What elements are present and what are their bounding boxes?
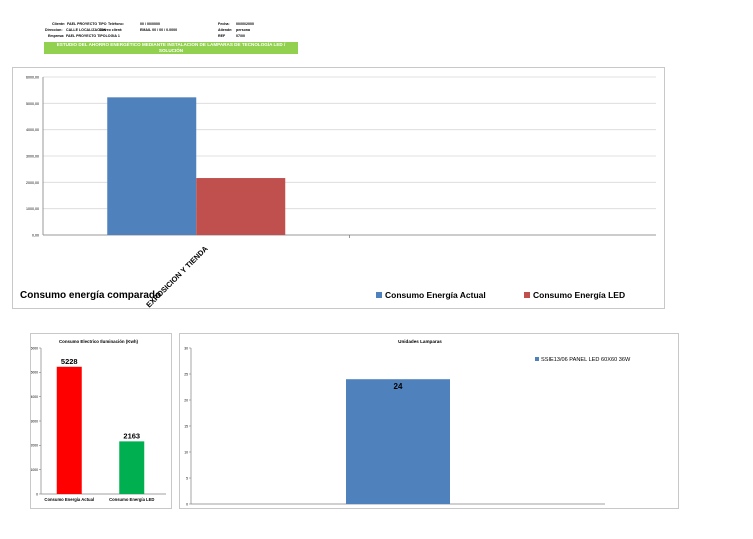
header-value: 07/00 — [236, 34, 245, 38]
y-tick-label: 2000,00 — [26, 181, 39, 185]
y-tick-label: 2000 — [31, 444, 38, 448]
header-label: Empresa: — [48, 34, 65, 38]
y-tick-label: 10 — [184, 450, 188, 454]
study-banner: ESTUDIO DEL AHORRO ENERGÉTICO MEDIANTE I… — [44, 42, 298, 54]
header-label: Teléfono: — [108, 22, 124, 26]
chart-consumo-comparado-plot: 0,00 1000,00 2000,00 3000,00 4000,00 5000,00 6… — [20, 76, 656, 309]
y-tick-label: 4000 — [31, 395, 38, 399]
bar-actual — [107, 97, 197, 235]
y-tick-label: 0 — [186, 502, 188, 506]
x-category-label: Consumo Energía Actual — [44, 497, 94, 502]
bar-actual — [56, 366, 82, 494]
x-category-label: Consumo Energía LED — [109, 497, 154, 502]
header-label: Direccion: — [45, 28, 63, 32]
header-label: REF — [218, 34, 226, 38]
header-value: FAEL PROYECTO TIPO — [67, 22, 107, 26]
legend-label: SSIE13/06 PANEL LED 60X60 36W — [541, 357, 631, 363]
header-value: CALLE LOCALIZACION — [66, 28, 107, 32]
header-label: Fecha: — [218, 22, 230, 26]
data-label: 24 — [394, 382, 403, 391]
chart-unidades-lamparas[interactable]: Unidades Lamparas 0 5 10 15 20 25 30 24 SSIE13/06… — [179, 333, 679, 509]
header-value: FAEL PROYECTO TIPOLOGIA 1 — [66, 34, 120, 38]
header-label: Atiende: — [218, 28, 233, 32]
data-label: 2163 — [123, 431, 140, 440]
chart-consumo-comparado[interactable]: 0,00 1000,00 2000,00 3000,00 4000,00 5000,00 6… — [12, 67, 665, 309]
y-tick-label: 5000,00 — [26, 102, 39, 106]
y-tick-label: 3000 — [31, 419, 38, 423]
y-tick-label: 1000 — [31, 468, 38, 472]
chart-consumo-electrico-plot: Consumo Electrico Iluminación (Kwh) 0 1000… — [30, 339, 166, 502]
chart-title: Consumo energía comparado — [20, 290, 161, 301]
y-tick-label: 15 — [184, 424, 188, 428]
y-tick-label: 4000,00 — [26, 128, 39, 132]
legend-swatch — [376, 292, 382, 298]
chart-title: Unidades Lamparas — [398, 339, 442, 344]
y-tick-label: 6000,00 — [26, 76, 39, 80]
legend-swatch — [524, 292, 530, 298]
y-tick-label: 30 — [184, 346, 188, 350]
y-tick-label: 0 — [36, 492, 38, 496]
y-tick-label: 25 — [184, 372, 188, 376]
header-value: 00 / 00/0000 — [140, 22, 160, 26]
legend-label: Consumo Energía LED — [533, 290, 625, 300]
chart-consumo-electrico[interactable]: Consumo Electrico Iluminación (Kwh) 0 1000… — [30, 333, 172, 509]
chart-title: Consumo Electrico Iluminación (Kwh) — [59, 339, 139, 344]
legend-label: Consumo Energía Actual — [385, 290, 486, 300]
header-value: 00/00/2000 — [236, 22, 254, 26]
header-label: Cliente: — [52, 22, 66, 26]
y-tick-label: 1000,00 — [26, 207, 39, 211]
y-tick-label: 5 — [186, 476, 188, 480]
y-tick-label: 0,00 — [32, 234, 39, 238]
header-value: persona — [236, 28, 250, 32]
y-tick-label: 5000 — [31, 371, 38, 375]
legend-swatch — [535, 357, 539, 361]
bar-led — [196, 178, 286, 235]
y-tick-label: 20 — [184, 398, 188, 402]
data-label: 5228 — [61, 357, 78, 366]
header-value: EMAIL 00 / 00 / 0.0000 — [140, 28, 178, 32]
bar-led — [119, 441, 145, 494]
y-tick-label: 3000,00 — [26, 155, 39, 159]
bar-units — [346, 379, 450, 504]
header-label: Correo client: — [99, 28, 123, 32]
y-tick-label: 6000 — [31, 346, 38, 350]
chart-unidades-lamparas-plot: Unidades Lamparas 0 5 10 15 20 25 30 24 SSIE13/06… — [184, 339, 631, 506]
